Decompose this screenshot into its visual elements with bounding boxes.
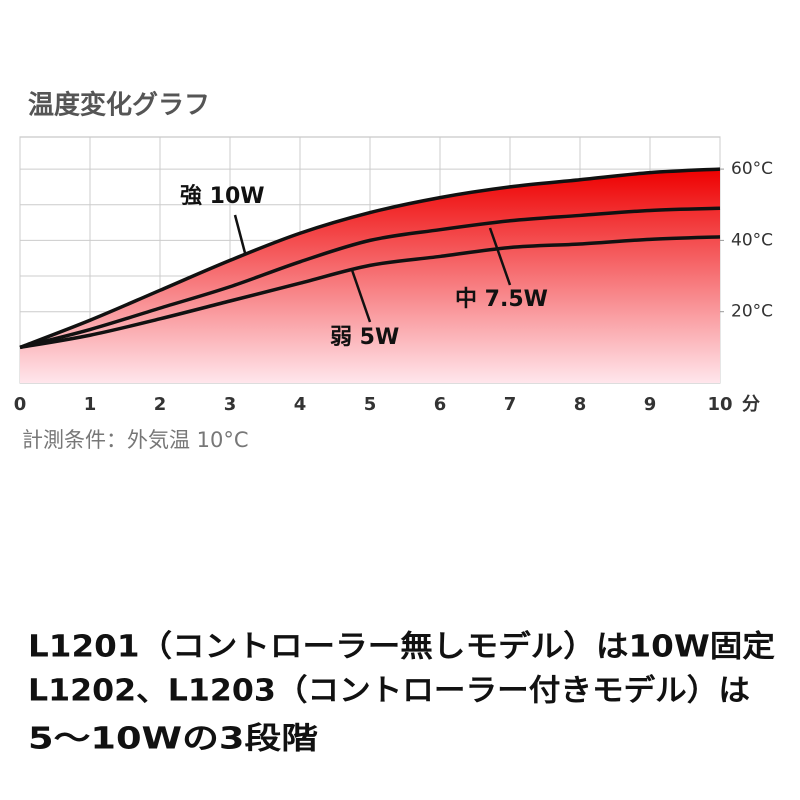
series-label: 弱 5W (330, 325, 399, 350)
series-line (19, 167, 721, 349)
series-line (19, 235, 721, 350)
leader-line (233, 214, 247, 254)
x-tick-label: 10 (707, 394, 732, 415)
y-tick-label: 60°C (731, 159, 773, 179)
x-tick-label: 1 (84, 394, 97, 415)
note: 計測条件：外気温 10°C (22, 428, 249, 452)
y-tick-label: 20°C (731, 302, 773, 322)
footer-line: 5～10Wの3段階 (28, 722, 318, 757)
x-tick-label: 8 (574, 394, 587, 415)
footer-line: L1201（コントローラー無しモデル）は10W固定 (28, 630, 775, 665)
x-tick-label: 0 (14, 394, 27, 415)
series-label: 中 7.5W (455, 287, 548, 312)
x-tick-label: 6 (434, 394, 447, 415)
chart-title: 温度変化グラフ (28, 90, 210, 121)
x-tick-label: 9 (644, 394, 657, 415)
x-tick-label: 2 (154, 394, 167, 415)
heat-area (20, 169, 720, 383)
series-label: 強 10W (180, 183, 265, 209)
leader-line (488, 227, 512, 286)
x-tick-label: 4 (294, 394, 307, 415)
leader-line (350, 269, 372, 323)
x-tick-label: 5 (364, 394, 377, 415)
series-line (19, 206, 721, 350)
footer-line: L1202、L1203（コントローラー付きモデル）は (28, 674, 750, 709)
x-tick-label: 3 (224, 394, 237, 415)
y-tick-label: 40°C (731, 230, 773, 250)
x-axis-label: 分 (742, 394, 760, 415)
x-tick-label: 7 (504, 394, 517, 415)
